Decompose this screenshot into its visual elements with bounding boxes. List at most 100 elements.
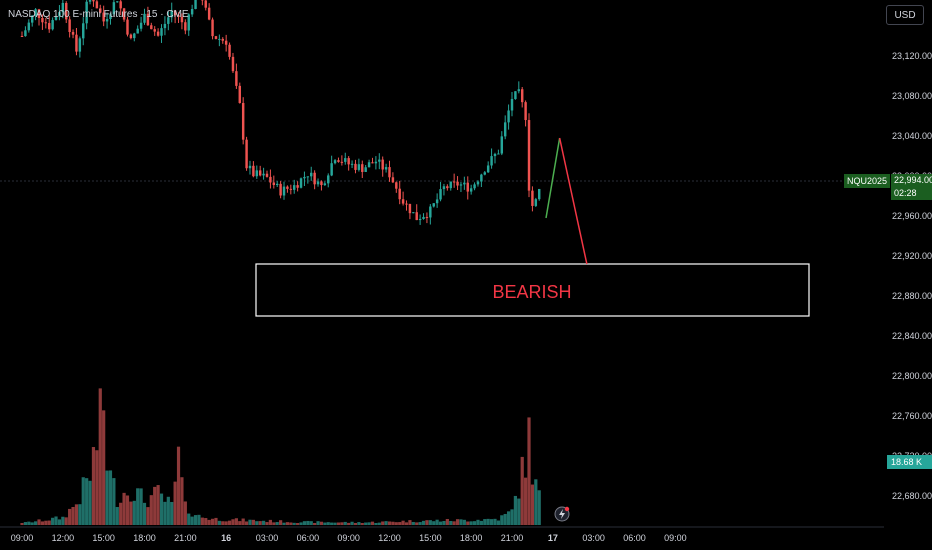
projection-up-line[interactable] bbox=[545, 137, 561, 219]
volume-bar bbox=[506, 511, 511, 525]
volume-bar bbox=[442, 521, 446, 525]
volume-bar bbox=[231, 519, 235, 525]
candle-body bbox=[480, 174, 483, 182]
candle-body bbox=[116, 1, 119, 3]
volume-bar bbox=[415, 522, 419, 525]
volume-bar bbox=[524, 477, 528, 525]
volume-bar bbox=[248, 519, 252, 525]
volume-bar bbox=[204, 518, 208, 525]
volume-bar bbox=[438, 521, 443, 525]
volume-bar bbox=[333, 522, 337, 525]
candle-body bbox=[490, 156, 493, 166]
candle-body bbox=[143, 13, 146, 23]
volume-bar bbox=[421, 520, 426, 525]
candle-body bbox=[58, 12, 61, 17]
candle-body bbox=[520, 89, 524, 103]
candle-body bbox=[320, 181, 323, 186]
candle-body bbox=[224, 40, 228, 45]
candle-body bbox=[286, 186, 289, 189]
time-tick-label: 15:00 bbox=[92, 533, 115, 543]
volume-bar bbox=[40, 521, 45, 525]
volume-bar bbox=[146, 507, 150, 525]
projection-down-line[interactable] bbox=[558, 137, 588, 265]
replay-icon[interactable] bbox=[554, 506, 570, 522]
volume-bar bbox=[343, 521, 347, 525]
candle-body bbox=[228, 44, 231, 57]
candle-body bbox=[442, 186, 446, 190]
candle-body bbox=[102, 12, 105, 22]
candle-body bbox=[306, 176, 310, 178]
volume-bar bbox=[452, 521, 456, 525]
candle-body bbox=[497, 153, 500, 155]
volume-bar bbox=[255, 521, 259, 525]
candle-body bbox=[299, 178, 303, 188]
candle-body bbox=[337, 160, 340, 162]
candle-body bbox=[333, 160, 337, 164]
volume-bar bbox=[445, 518, 449, 525]
price-axis[interactable]: 23,120.0023,080.0023,040.0023,000.0022,9… bbox=[892, 51, 932, 501]
volume-bar bbox=[74, 504, 79, 525]
volume-bar bbox=[91, 447, 96, 525]
volume-bar bbox=[462, 519, 466, 525]
candle-body bbox=[160, 28, 163, 36]
bearish-box[interactable] bbox=[255, 263, 810, 317]
candle-body bbox=[245, 139, 248, 169]
candle-body bbox=[78, 38, 82, 52]
currency-button[interactable]: USD bbox=[886, 5, 924, 25]
candle-body bbox=[350, 163, 354, 165]
volume-bar bbox=[176, 446, 181, 525]
candle-body bbox=[167, 17, 170, 24]
candle-body bbox=[248, 165, 252, 169]
volume-bar bbox=[411, 521, 415, 525]
volume-bar bbox=[95, 450, 99, 525]
volume-bar bbox=[472, 521, 477, 525]
volume-bar bbox=[173, 481, 177, 525]
candle-body bbox=[418, 218, 422, 221]
volume-bar bbox=[200, 517, 204, 525]
volume-bar bbox=[289, 522, 293, 525]
volume-bar bbox=[326, 522, 330, 525]
candle-body bbox=[129, 34, 133, 39]
volume-bar bbox=[268, 519, 273, 525]
candle-body bbox=[524, 102, 527, 121]
projection-annotation[interactable]: BEARISH bbox=[255, 137, 810, 317]
volume-bar bbox=[476, 519, 480, 525]
candle-body bbox=[456, 181, 459, 186]
candle-body bbox=[75, 34, 78, 52]
candle-body bbox=[357, 164, 361, 170]
candle-body bbox=[61, 2, 65, 13]
volume-bar bbox=[394, 522, 398, 525]
time-tick-label: 21:00 bbox=[174, 533, 197, 543]
candle-body bbox=[255, 170, 259, 177]
candle-body bbox=[517, 89, 521, 92]
volume-bar bbox=[71, 506, 75, 525]
volume-bar bbox=[347, 522, 351, 525]
time-axis[interactable]: 09:00 12:00 15:00 18:00 21:00 16 03:00 06:00 09:… bbox=[11, 533, 687, 543]
candle-body bbox=[180, 16, 184, 23]
candle-body bbox=[316, 181, 320, 185]
candle-body bbox=[452, 181, 456, 183]
candle-body bbox=[507, 110, 510, 123]
candle-body bbox=[330, 163, 333, 176]
price-tick-label: 23,040.00 bbox=[892, 131, 932, 141]
candle-body bbox=[146, 13, 150, 26]
volume-bar bbox=[466, 521, 470, 525]
candle-body bbox=[68, 19, 71, 33]
time-tick-label: 18:00 bbox=[460, 533, 483, 543]
volume-bar bbox=[384, 521, 388, 525]
candle-body bbox=[136, 28, 139, 34]
time-tick-label: 09:00 bbox=[337, 533, 360, 543]
candle-body bbox=[163, 23, 167, 29]
volume-bar bbox=[483, 519, 487, 525]
volume-bar bbox=[122, 492, 126, 525]
candle-body bbox=[313, 172, 316, 185]
volume-value-tag: 18.68 K bbox=[887, 455, 932, 469]
volume-bar bbox=[112, 478, 116, 525]
volume-bar bbox=[30, 522, 34, 525]
volume-bar bbox=[500, 515, 504, 525]
volume-bar bbox=[51, 517, 55, 525]
volume-bar bbox=[387, 521, 392, 525]
candle-body bbox=[388, 167, 391, 178]
volume-bar bbox=[234, 518, 238, 525]
